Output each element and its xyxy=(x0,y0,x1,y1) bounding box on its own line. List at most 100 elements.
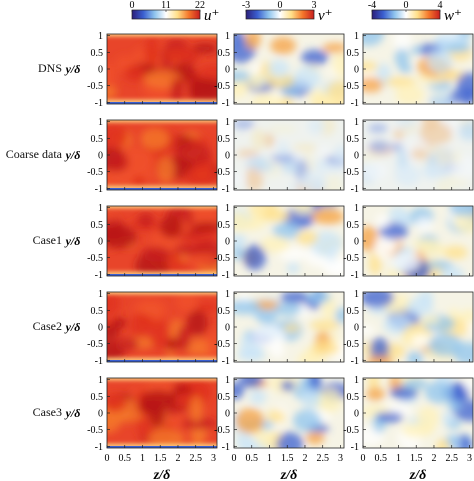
colorbar-tick-label: 22 xyxy=(195,0,205,11)
x-axis-2: 0 0.5 1 1.5 2 2.5 3 z/δ xyxy=(232,453,343,481)
y-tick-label: 1 xyxy=(98,375,103,386)
y-ticks: 1 0.5 0 -0.5 -1 xyxy=(214,117,237,195)
x-tick-label: 0 xyxy=(361,453,366,464)
y-axis-label: y/δ xyxy=(64,148,81,162)
colorbar-variable-label: u⁺ xyxy=(204,8,219,24)
x-axes: 0 0.5 1 1.5 2 2.5 3 z/δ 0 0.5 1 1.5 2 2.5 3 z/δ 0 0.5 1 1.5… xyxy=(105,453,472,481)
x-tick-label: 1.5 xyxy=(154,453,167,464)
y-ticks: 1 0.5 0 -0.5 -1 xyxy=(343,117,366,195)
x-tick-label: 1 xyxy=(140,453,145,464)
y-tick-label: 0 xyxy=(98,151,103,162)
y-tick-label: 0 xyxy=(98,409,103,420)
y-ticks: 1 0.5 0 -0.5 -1 xyxy=(87,203,110,281)
panel-r1-c1: 1 0.5 0 -0.5 -1 xyxy=(87,31,218,109)
y-tick-label: -0.5 xyxy=(214,253,230,264)
y-tick-label: -1 xyxy=(351,98,359,109)
y-tick-label: -0.5 xyxy=(87,253,103,264)
colorbar-2: -3 0 3v⁺ xyxy=(242,0,333,24)
x-axis-label: z/δ xyxy=(280,468,298,481)
colorbar-variable-label: v⁺ xyxy=(318,8,333,24)
y-tick-label: 0.5 xyxy=(218,48,231,59)
x-axis-3: 0 0.5 1 1.5 2 2.5 3 z/δ xyxy=(361,453,472,481)
y-ticks: 1 0.5 0 -0.5 -1 xyxy=(343,289,366,367)
panel-r1-c2: 1 0.5 0 -0.5 -1 xyxy=(214,31,345,109)
y-axis-label: y/δ xyxy=(64,234,81,248)
colorbars: 0 11 22u⁺ -3 0 3v⁺ -4 0 4w⁺ xyxy=(130,0,462,24)
x-tick-label: 1 xyxy=(396,453,401,464)
x-tick-label: 1 xyxy=(267,453,272,464)
y-tick-label: 1 xyxy=(98,203,103,214)
colorbar-tick-label: 0 xyxy=(404,0,409,11)
x-tick-label: 3 xyxy=(211,453,216,464)
panel-r5-c3: 1 0.5 0 -0.5 -1 xyxy=(343,375,474,453)
x-tick-label: 2 xyxy=(302,453,307,464)
panel-r4-c3: 1 0.5 0 -0.5 -1 xyxy=(343,289,474,367)
y-tick-label: 0.5 xyxy=(91,48,104,59)
y-ticks: 1 0.5 0 -0.5 -1 xyxy=(214,375,237,453)
panel-r4-c1: 1 0.5 0 -0.5 -1 xyxy=(87,289,218,367)
y-tick-label: 0.5 xyxy=(347,48,360,59)
y-tick-label: -0.5 xyxy=(214,167,230,178)
panel-r3-c2: 1 0.5 0 -0.5 -1 xyxy=(214,203,345,281)
y-tick-label: -1 xyxy=(95,270,103,281)
y-ticks: 1 0.5 0 -0.5 -1 xyxy=(343,31,366,109)
y-tick-label: -1 xyxy=(351,442,359,453)
x-tick-label: 0 xyxy=(105,453,110,464)
y-tick-label: 0.5 xyxy=(347,306,360,317)
row-label: Case1 xyxy=(32,233,62,247)
y-tick-label: 0 xyxy=(225,323,230,334)
panel-r5-c1: 1 0.5 0 -0.5 -1 xyxy=(87,375,218,453)
y-tick-label: -0.5 xyxy=(87,339,103,350)
y-tick-label: 1 xyxy=(225,117,230,128)
x-axis-label: z/δ xyxy=(153,468,171,481)
colorbar-tick-label: -3 xyxy=(242,0,250,11)
y-tick-label: 0 xyxy=(98,323,103,334)
x-tick-label: 0 xyxy=(232,453,237,464)
y-tick-label: 1 xyxy=(354,31,359,42)
y-axis-label: y/δ xyxy=(64,320,81,334)
row-label: DNS xyxy=(37,61,62,75)
y-ticks: 1 0.5 0 -0.5 -1 xyxy=(87,117,110,195)
y-tick-label: -0.5 xyxy=(87,167,103,178)
y-tick-label: 1 xyxy=(354,375,359,386)
y-tick-label: -0.5 xyxy=(343,339,359,350)
y-ticks: 1 0.5 0 -0.5 -1 xyxy=(343,375,366,453)
y-ticks: 1 0.5 0 -0.5 -1 xyxy=(87,375,110,453)
y-axis-labels: y/δ y/δ y/δ y/δ y/δ xyxy=(64,62,81,420)
x-tick-label: 2.5 xyxy=(445,453,458,464)
y-tick-label: 1 xyxy=(98,117,103,128)
y-tick-label: 0.5 xyxy=(218,220,231,231)
colorbar-tick-label: 11 xyxy=(161,0,171,11)
y-tick-label: 0.5 xyxy=(91,134,104,145)
panel-grid: 1 0.5 0 -0.5 -1 1 0.5 0 -0.5 -1 1 0.5 0 -0.5 -1 1 0.5 0 -0… xyxy=(87,31,474,453)
y-tick-label: -1 xyxy=(95,356,103,367)
y-axis-label: y/δ xyxy=(64,62,81,76)
y-tick-label: 1 xyxy=(354,117,359,128)
y-tick-label: 0.5 xyxy=(91,306,104,317)
colorbar-tick-label: 0 xyxy=(130,0,135,11)
y-tick-label: -0.5 xyxy=(343,81,359,92)
x-tick-label: 2.5 xyxy=(189,453,202,464)
y-tick-label: 1 xyxy=(225,203,230,214)
x-tick-label: 2.5 xyxy=(316,453,329,464)
x-tick-label: 1.5 xyxy=(410,453,423,464)
y-tick-label: 0 xyxy=(225,237,230,248)
y-tick-label: -1 xyxy=(222,442,230,453)
row-label: Coarse data xyxy=(5,147,62,161)
y-tick-label: -0.5 xyxy=(343,253,359,264)
panel-r3-c1: 1 0.5 0 -0.5 -1 xyxy=(87,203,218,281)
y-tick-label: 0 xyxy=(354,151,359,162)
y-tick-label: -1 xyxy=(95,184,103,195)
y-ticks: 1 0.5 0 -0.5 -1 xyxy=(343,203,366,281)
x-tick-label: 3 xyxy=(467,453,472,464)
y-tick-label: 0.5 xyxy=(347,220,360,231)
panel-r3-c3: 1 0.5 0 -0.5 -1 xyxy=(343,203,474,281)
y-tick-label: -1 xyxy=(351,356,359,367)
y-tick-label: 0.5 xyxy=(91,392,104,403)
y-tick-label: 1 xyxy=(98,31,103,42)
colorbar-variable-label: w⁺ xyxy=(444,8,462,24)
y-tick-label: 1 xyxy=(225,31,230,42)
y-tick-label: 1 xyxy=(98,289,103,300)
y-tick-label: -1 xyxy=(222,184,230,195)
